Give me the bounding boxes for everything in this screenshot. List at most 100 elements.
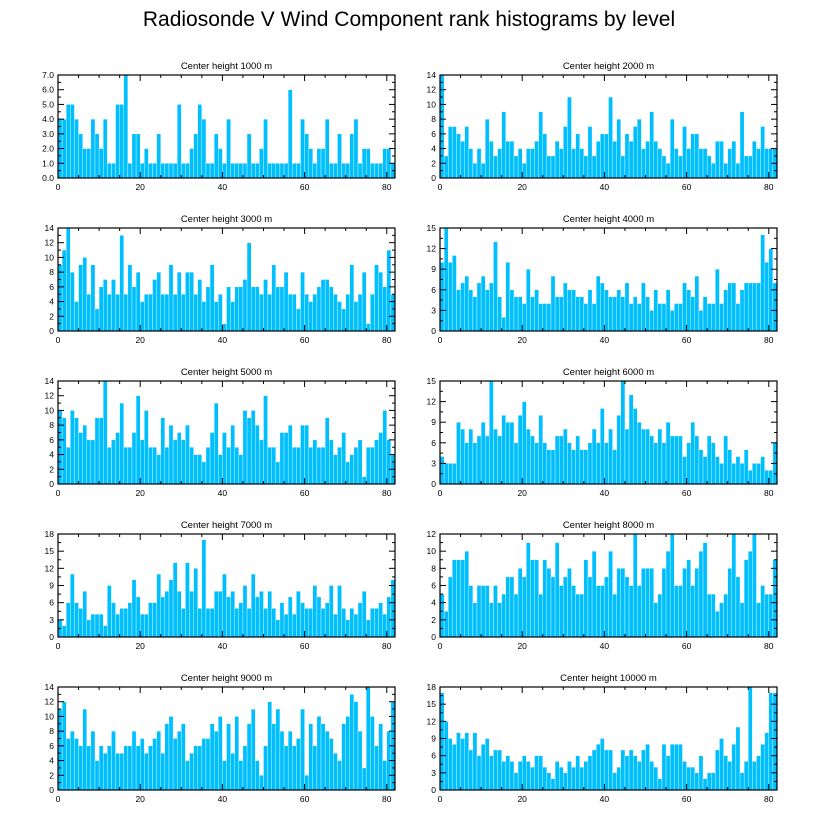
histogram-bar bbox=[715, 269, 720, 332]
histogram-bar bbox=[164, 294, 170, 332]
histogram-bar bbox=[480, 163, 486, 179]
histogram-bar bbox=[653, 141, 658, 179]
histogram-bar bbox=[760, 456, 765, 485]
histogram-bar bbox=[624, 755, 630, 791]
histogram-bar bbox=[349, 608, 355, 638]
histogram-bar bbox=[534, 289, 539, 332]
histogram-bar bbox=[349, 454, 355, 485]
histogram-bar bbox=[448, 126, 453, 179]
histogram-bar bbox=[587, 755, 593, 791]
histogram-bar bbox=[665, 550, 671, 638]
histogram-bar bbox=[370, 447, 375, 485]
y-tick-label: 12 bbox=[427, 397, 437, 407]
histogram-bar bbox=[308, 447, 313, 485]
histogram-bar bbox=[382, 286, 387, 332]
histogram-bar bbox=[57, 264, 63, 332]
histogram-bar bbox=[526, 761, 531, 791]
histogram-bar bbox=[164, 163, 170, 179]
histogram-bar bbox=[90, 730, 96, 791]
y-tick-label: 7.0 bbox=[42, 70, 54, 80]
histogram-bar bbox=[250, 573, 256, 638]
histogram-bar bbox=[472, 602, 478, 638]
x-tick-label: 40 bbox=[218, 335, 228, 345]
histogram-bar bbox=[90, 264, 96, 332]
histogram-bar bbox=[534, 559, 539, 638]
histogram-bar bbox=[595, 141, 601, 179]
histogram-bar bbox=[86, 148, 92, 179]
histogram-bar bbox=[246, 417, 252, 485]
histogram-bar bbox=[764, 262, 769, 332]
histogram-bar bbox=[497, 602, 502, 638]
histogram-bar bbox=[242, 745, 248, 791]
histogram-bar bbox=[144, 410, 149, 485]
y-tick-label: 9 bbox=[431, 417, 436, 427]
histogram-bar bbox=[263, 118, 268, 179]
histogram-bar bbox=[485, 738, 490, 791]
histogram-panel-4: Center height 4000 m 0 20 40 60 80 0 3 6 9 12 15 bbox=[427, 214, 778, 345]
histogram-bar bbox=[653, 442, 658, 485]
histogram-bar bbox=[616, 118, 622, 179]
histogram-bar bbox=[230, 753, 235, 791]
histogram-bar bbox=[476, 282, 482, 332]
histogram-bar bbox=[66, 104, 71, 179]
y-tick-label: 9 bbox=[431, 264, 436, 274]
x-tick-label: 40 bbox=[218, 794, 228, 804]
histogram-bar bbox=[226, 596, 231, 638]
histogram-bar bbox=[123, 745, 129, 791]
histogram-bar bbox=[460, 428, 465, 485]
y-tick-label: 10 bbox=[45, 252, 55, 262]
histogram-bar bbox=[554, 435, 560, 485]
histogram-bar bbox=[349, 264, 355, 332]
histogram-bar bbox=[205, 163, 211, 179]
histogram-bar bbox=[616, 415, 622, 485]
histogram-bar bbox=[628, 749, 634, 791]
histogram-bar bbox=[698, 755, 704, 791]
histogram-bar bbox=[554, 761, 560, 791]
histogram-bar bbox=[682, 456, 687, 485]
histogram-bar bbox=[526, 269, 531, 332]
histogram-bar bbox=[287, 424, 293, 485]
histogram-bar bbox=[337, 447, 342, 485]
histogram-bar bbox=[530, 559, 535, 638]
histogram-bar bbox=[567, 289, 572, 332]
histogram-bar bbox=[723, 755, 728, 791]
histogram-bar bbox=[308, 723, 313, 791]
histogram-bar bbox=[135, 745, 141, 791]
histogram-bar bbox=[669, 310, 675, 332]
histogram-bar bbox=[333, 613, 338, 638]
histogram-bar bbox=[678, 303, 683, 332]
histogram-bar bbox=[259, 775, 264, 791]
histogram-bar bbox=[148, 294, 153, 332]
histogram-bar bbox=[653, 602, 658, 638]
y-tick-label: 6 bbox=[49, 282, 54, 292]
histogram-bar bbox=[111, 730, 116, 791]
histogram-bar bbox=[739, 289, 745, 332]
y-tick-label: 3 bbox=[431, 305, 436, 315]
y-tick-label: 0 bbox=[49, 632, 54, 642]
y-tick-label: 8 bbox=[431, 114, 436, 124]
histogram-bar bbox=[275, 461, 281, 485]
histogram-bar bbox=[94, 308, 100, 332]
histogram-bar bbox=[333, 294, 338, 332]
x-tick-label: 20 bbox=[135, 488, 145, 498]
histogram-bar bbox=[764, 470, 769, 485]
histogram-bar bbox=[382, 613, 387, 638]
histogram-bar bbox=[756, 602, 761, 638]
histogram-bar bbox=[160, 753, 166, 791]
x-tick-label: 80 bbox=[764, 335, 774, 345]
histogram-bar bbox=[645, 428, 650, 485]
histogram-bar bbox=[292, 745, 297, 791]
histogram-bar bbox=[181, 294, 186, 332]
histogram-bar bbox=[628, 303, 634, 332]
histogram-bar bbox=[456, 422, 461, 485]
histogram-bar bbox=[107, 163, 112, 179]
histogram-bar bbox=[103, 279, 108, 332]
histogram-bar bbox=[197, 279, 203, 332]
histogram-bar bbox=[361, 591, 367, 638]
histogram-bar bbox=[493, 749, 498, 791]
histogram-bar bbox=[222, 760, 227, 791]
histogram-bar bbox=[517, 761, 523, 791]
histogram-bar bbox=[324, 730, 330, 791]
histogram-bar bbox=[452, 463, 457, 485]
histogram-bar bbox=[123, 74, 129, 179]
